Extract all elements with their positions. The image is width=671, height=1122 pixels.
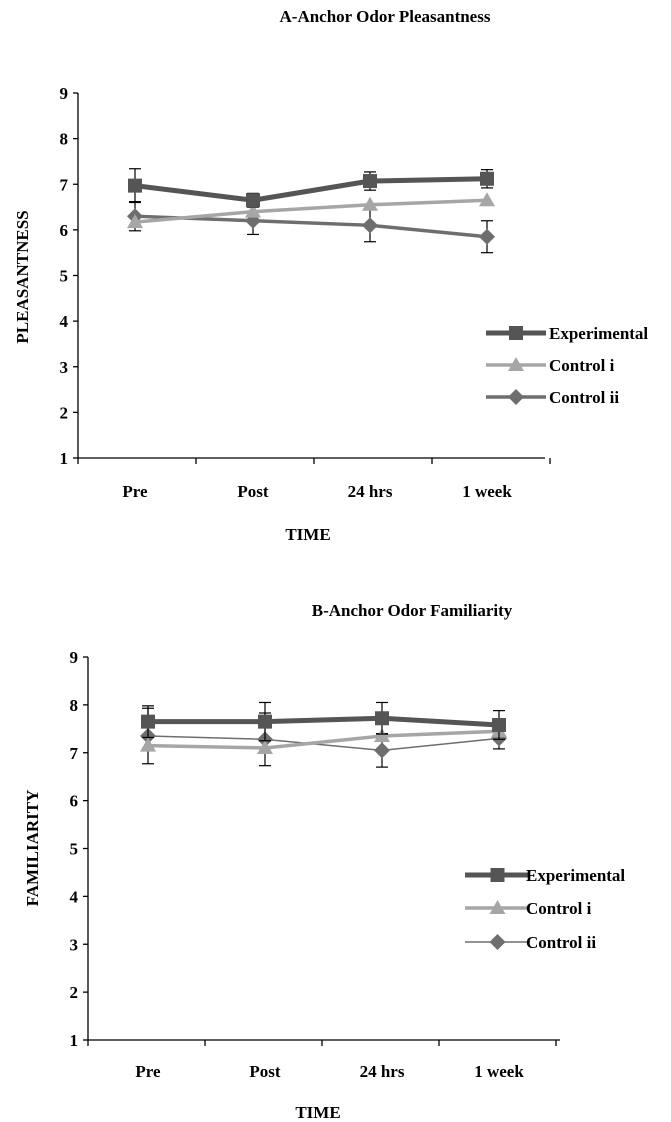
data-point — [374, 727, 390, 742]
chart-title: B-Anchor Odor Familiarity — [312, 601, 513, 620]
chart-title: A-Anchor Odor Pleasantness — [280, 7, 491, 26]
series-line — [148, 715, 500, 728]
y-tick-label: 7 — [60, 175, 69, 194]
y-axis-label: FAMILIARITY — [23, 790, 42, 907]
chart-1: A-Anchor Odor Pleasantness 1 2 3 4 5 6 7 8 9 Pre Po… — [13, 7, 648, 544]
y-tick-label: 9 — [70, 648, 79, 667]
x-tick-label: Post — [237, 482, 269, 501]
data-point — [140, 737, 156, 752]
legend: Experimental Control i Control ii — [465, 866, 625, 952]
x-tick-label: 24 hrs — [348, 482, 393, 501]
x-tick-label: 1 week — [474, 1062, 524, 1081]
data-point — [479, 228, 495, 245]
data-point — [127, 214, 143, 229]
legend-label: Experimental — [526, 866, 625, 885]
series-line — [147, 735, 500, 752]
x-tick-label: Pre — [122, 482, 148, 501]
data-point — [257, 739, 273, 754]
legend-marker — [489, 900, 506, 914]
y-tick-label: 9 — [60, 84, 69, 103]
data-point — [362, 217, 378, 234]
y-tick-label: 4 — [70, 887, 79, 906]
legend-marker — [508, 357, 524, 371]
y-tick-label: 6 — [70, 792, 79, 811]
y-tick-label: 2 — [70, 983, 79, 1002]
data-point — [246, 193, 260, 208]
y-tick-label: 2 — [60, 403, 69, 422]
series-control-i — [127, 192, 495, 229]
data-point — [374, 742, 390, 759]
data-point — [362, 196, 378, 211]
legend: Experimental Control i Control ii — [486, 324, 648, 407]
data-point — [141, 714, 155, 729]
legend-marker — [490, 868, 505, 882]
data-point — [363, 174, 377, 189]
x-tick-label: Post — [249, 1062, 281, 1081]
x-tick-label: Pre — [135, 1062, 161, 1081]
y-tick-label: 7 — [70, 744, 79, 763]
y-tick-label: 5 — [70, 840, 79, 859]
y-tick-label: 6 — [60, 221, 69, 240]
data-point — [258, 714, 272, 729]
data-point — [479, 192, 495, 207]
series-experimental — [128, 168, 494, 208]
x-tick-label: 1 week — [462, 482, 512, 501]
y-tick-label: 1 — [70, 1031, 79, 1050]
series-line — [134, 198, 488, 224]
legend-label: Control i — [549, 356, 615, 375]
series-experimental — [141, 701, 506, 742]
y-tick-label: 5 — [60, 267, 69, 286]
y-tick-label: 3 — [60, 358, 69, 377]
series-line — [134, 176, 488, 203]
y-tick-label: 8 — [60, 130, 69, 149]
x-axis-label: TIME — [285, 525, 330, 544]
legend-label: Control i — [526, 899, 592, 918]
data-point — [245, 203, 261, 218]
data-point — [492, 717, 506, 732]
data-point — [128, 178, 142, 193]
series-control-ii — [140, 707, 507, 768]
series-control-i — [140, 723, 507, 754]
y-tick-label: 4 — [60, 312, 69, 331]
chart-2: B-Anchor Odor Familiarity 1 2 3 4 5 6 7 8 9 Pre Pos… — [23, 601, 625, 1122]
data-point — [375, 711, 389, 726]
y-axis-label: PLEASANTNESS — [13, 210, 32, 343]
legend-marker — [508, 389, 524, 405]
x-axis-label: TIME — [295, 1103, 340, 1122]
y-tick-label: 1 — [60, 449, 69, 468]
legend-marker — [509, 326, 523, 340]
legend-label: Experimental — [549, 324, 648, 343]
legend-marker — [489, 934, 506, 950]
y-tick-label: 8 — [70, 696, 79, 715]
legend-label: Control ii — [549, 388, 619, 407]
x-tick-label: 24 hrs — [360, 1062, 405, 1081]
series-line — [147, 729, 500, 750]
y-tick-label: 3 — [70, 935, 79, 954]
data-point — [480, 171, 494, 186]
series-line — [134, 214, 488, 239]
legend-label: Control ii — [526, 933, 596, 952]
